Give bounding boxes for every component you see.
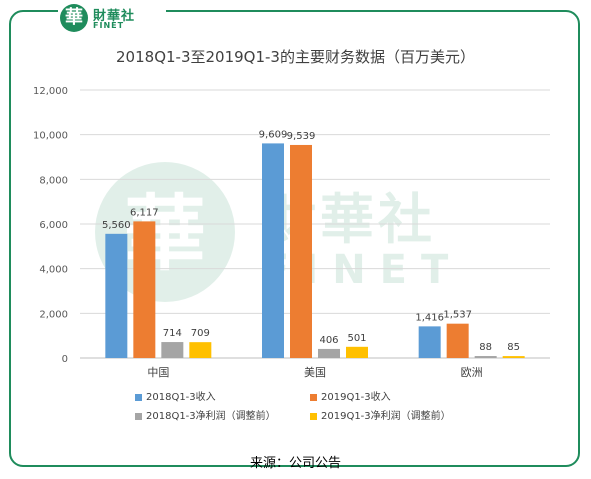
legend-swatch [310,412,317,420]
chart-frame [9,10,580,467]
data-label: 6,117 [130,207,159,218]
data-label: 85 [507,342,520,353]
bar [161,342,184,358]
data-label: 5,560 [102,220,131,231]
data-label: 1,416 [415,312,444,323]
x-tick-label: 中国 [147,366,169,379]
x-tick-label: 欧洲 [461,366,483,379]
data-label: 88 [479,342,492,353]
legend-item: 2018Q1-3收入 [135,391,216,405]
legend-label: 2018Q1-3收入 [146,392,216,403]
legend-label: 2019Q1-3净利润（调整前） [321,411,451,422]
bars [105,143,525,358]
brand-name-cn: 財華社 [93,9,136,24]
watermark-badge-icon [95,162,235,302]
data-label: 714 [163,328,182,339]
data-labels: 5,560 6,117 714 709 9,609 9,539 406 501 1,416 1,5… [102,129,520,353]
gridlines [80,89,550,359]
brand-name-en: FINET [93,21,125,30]
bar [446,323,469,358]
bar [262,143,284,358]
y-tick-label: 0 [62,354,68,365]
data-label: 9,539 [287,131,316,142]
bar [189,342,212,358]
legend-item: 2019Q1-3净利润（调整前） [310,410,451,424]
legend: 2018Q1-3收入 2019Q1-3收入 2018Q1-3净利润（调整前） 2019… [135,391,475,431]
data-label: 9,609 [259,129,288,140]
legend-item: 2018Q1-3净利润（调整前） [135,410,276,424]
y-tick-label: 2,000 [39,309,68,320]
brand-logo: 華 財華社 FINET [58,4,166,34]
x-tick-label: 美国 [304,366,326,379]
y-axis-tick-labels: 0 2,000 4,000 6,000 8,000 10,000 12,000 [33,86,68,365]
brand-badge-icon: 華 [60,4,88,32]
bar [474,356,497,358]
legend-item: 2019Q1-3收入 [310,391,391,405]
y-tick-label: 8,000 [39,175,68,186]
chart-title: 2018Q1-3至2019Q1-3的主要财务数据（百万美元） [116,48,475,66]
y-tick-label: 4,000 [39,265,68,276]
legend-swatch [310,393,317,401]
bar [418,326,441,358]
bar [133,221,156,358]
y-tick-label: 6,000 [39,220,68,231]
bar [105,233,128,358]
data-label: 1,537 [443,310,472,321]
y-tick-label: 10,000 [33,131,68,142]
data-label: 406 [319,335,338,346]
bar [318,348,340,358]
data-label: 501 [347,333,366,344]
source-note: 来源：公司公告 [249,456,341,471]
bar [502,356,525,358]
bar [290,144,312,358]
y-tick-label: 12,000 [33,86,68,97]
legend-label: 2018Q1-3净利润（调整前） [146,411,276,422]
data-label: 709 [191,328,210,339]
bar [346,346,368,358]
watermark-name-cn: 財華社 [262,188,436,251]
legend-swatch [135,393,142,401]
legend-swatch [135,412,142,420]
legend-label: 2019Q1-3收入 [321,392,391,403]
x-axis-tick-labels: 中国 美国 欧洲 [147,366,482,379]
